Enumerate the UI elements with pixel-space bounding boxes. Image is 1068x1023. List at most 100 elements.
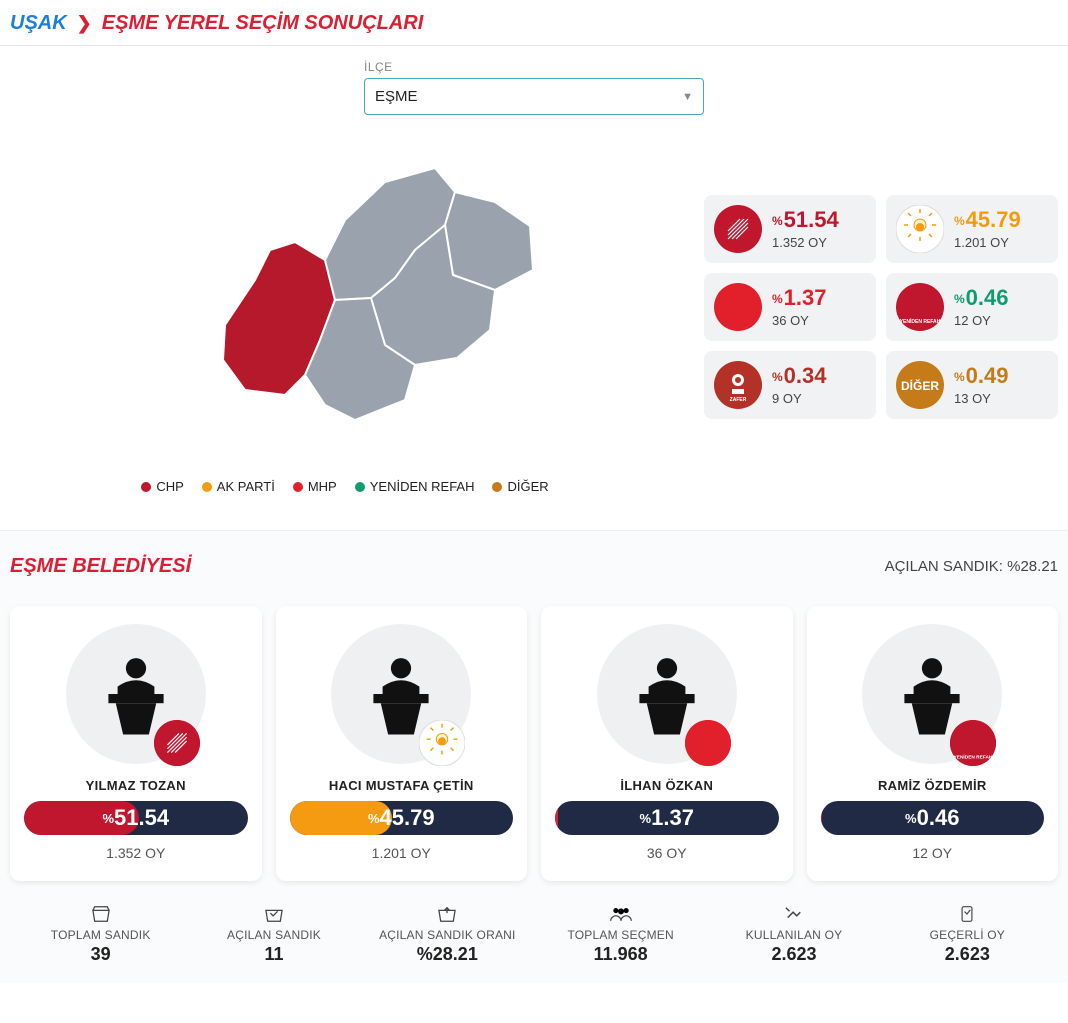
party-percent: %0.49 bbox=[954, 365, 1009, 387]
chevron-right-icon: ❯ bbox=[77, 13, 92, 34]
svg-text:YENİDEN REFAH: YENİDEN REFAH bbox=[900, 318, 941, 325]
candidate-party-badge-icon bbox=[685, 720, 731, 766]
candidate-percent-bar: %1.37 bbox=[555, 801, 779, 835]
legend-dot-icon bbox=[355, 482, 365, 492]
candidate-votes: 36 OY bbox=[647, 845, 687, 861]
stat-value: 39 bbox=[14, 944, 187, 965]
party-logo-icon: YENİDEN REFAH bbox=[896, 283, 944, 331]
party-result-card[interactable]: ZAFER %0.34 9 OY bbox=[704, 351, 876, 419]
map-legend: CHP AK PARTİ MHP YENİDEN REFAH DİĞER bbox=[141, 479, 548, 494]
candidate-card[interactable]: İLHAN ÖZKAN %1.37 36 OY bbox=[541, 606, 793, 881]
candidate-percent-bar: %51.54 bbox=[24, 801, 248, 835]
breadcrumb-province[interactable]: UŞAK bbox=[10, 12, 67, 35]
page-title: EŞME YEREL SEÇİM SONUÇLARI bbox=[102, 12, 424, 35]
stat-cell: AÇILAN SANDIK 11 bbox=[187, 903, 360, 965]
party-votes: 13 OY bbox=[954, 391, 1009, 406]
stat-label: TOPLAM SEÇMEN bbox=[534, 928, 707, 942]
party-results-grid: %51.54 1.352 OY %45.79 1.201 OY %1.37 bbox=[704, 195, 1058, 419]
party-result-card[interactable]: DİĞER %0.49 13 OY bbox=[886, 351, 1058, 419]
legend-item: CHP bbox=[141, 479, 183, 494]
stat-label: AÇILAN SANDIK ORANI bbox=[361, 928, 534, 942]
candidate-name: HACI MUSTAFA ÇETİN bbox=[329, 778, 474, 793]
candidate-votes: 1.201 OY bbox=[372, 845, 431, 861]
legend-label: MHP bbox=[308, 479, 337, 494]
party-votes: 36 OY bbox=[772, 313, 827, 328]
candidate-card[interactable]: HACI MUSTAFA ÇETİN %45.79 1.201 OY bbox=[276, 606, 528, 881]
candidate-party-badge-icon bbox=[419, 720, 465, 766]
stat-value: %28.21 bbox=[361, 944, 534, 965]
breadcrumb: UŞAK ❯ EŞME YEREL SEÇİM SONUÇLARI bbox=[0, 0, 1068, 46]
party-logo-icon bbox=[896, 205, 944, 253]
party-percent: %0.34 bbox=[772, 365, 827, 387]
party-percent: %45.79 bbox=[954, 209, 1021, 231]
legend-dot-icon bbox=[293, 482, 303, 492]
stat-cell: AÇILAN SANDIK ORANI %28.21 bbox=[361, 903, 534, 965]
svg-text:ZAFER: ZAFER bbox=[730, 397, 747, 403]
party-logo-icon bbox=[714, 283, 762, 331]
legend-label: YENİDEN REFAH bbox=[370, 479, 475, 494]
candidate-card[interactable]: YILMAZ TOZAN %51.54 1.352 OY bbox=[10, 606, 262, 881]
candidate-party-badge-icon bbox=[154, 720, 200, 766]
stat-icon bbox=[881, 903, 1054, 925]
district-map[interactable] bbox=[135, 145, 555, 465]
stat-value: 11 bbox=[187, 944, 360, 965]
stat-value: 2.623 bbox=[881, 944, 1054, 965]
legend-label: AK PARTİ bbox=[217, 479, 275, 494]
candidate-percent-bar: %45.79 bbox=[290, 801, 514, 835]
map-region[interactable] bbox=[445, 192, 533, 290]
ballot-stats-row: TOPLAM SANDIK 39 AÇILAN SANDIK 11 AÇILAN… bbox=[10, 903, 1058, 973]
municipality-title: EŞME BELEDİYESİ bbox=[10, 555, 191, 578]
legend-item: MHP bbox=[293, 479, 337, 494]
party-votes: 1.201 OY bbox=[954, 235, 1021, 250]
opened-ballot-summary: AÇILAN SANDIK: %28.21 bbox=[885, 558, 1058, 575]
stat-icon bbox=[14, 903, 187, 925]
party-percent: %1.37 bbox=[772, 287, 827, 309]
legend-dot-icon bbox=[492, 482, 502, 492]
district-select[interactable]: EŞME ▼ bbox=[364, 78, 704, 115]
party-logo-icon: ZAFER bbox=[714, 361, 762, 409]
district-select-label: İLÇE bbox=[364, 60, 704, 74]
candidates-grid: YILMAZ TOZAN %51.54 1.352 OY HACI MUSTAF… bbox=[10, 606, 1058, 881]
stat-cell: TOPLAM SANDIK 39 bbox=[14, 903, 187, 965]
stat-cell: TOPLAM SEÇMEN 11.968 bbox=[534, 903, 707, 965]
legend-item: YENİDEN REFAH bbox=[355, 479, 475, 494]
candidate-name: YILMAZ TOZAN bbox=[86, 778, 186, 793]
party-result-card[interactable]: %45.79 1.201 OY bbox=[886, 195, 1058, 263]
stat-label: KULLANILAN OY bbox=[707, 928, 880, 942]
district-select-value: EŞME bbox=[375, 88, 418, 105]
svg-text:YENİDEN REFAH: YENİDEN REFAH bbox=[954, 753, 993, 760]
stat-icon bbox=[361, 903, 534, 925]
legend-label: DİĞER bbox=[507, 479, 548, 494]
party-votes: 1.352 OY bbox=[772, 235, 839, 250]
stat-cell: KULLANILAN OY 2.623 bbox=[707, 903, 880, 965]
legend-item: AK PARTİ bbox=[202, 479, 275, 494]
candidate-votes: 1.352 OY bbox=[106, 845, 165, 861]
party-percent: %51.54 bbox=[772, 209, 839, 231]
candidate-avatar: YENİDEN REFAH bbox=[862, 624, 1002, 764]
party-votes: 12 OY bbox=[954, 313, 1009, 328]
stat-label: TOPLAM SANDIK bbox=[14, 928, 187, 942]
party-percent: %0.46 bbox=[954, 287, 1009, 309]
chevron-down-icon: ▼ bbox=[682, 91, 693, 103]
legend-label: CHP bbox=[156, 479, 183, 494]
legend-dot-icon bbox=[141, 482, 151, 492]
party-logo-icon: DİĞER bbox=[896, 361, 944, 409]
stat-icon bbox=[707, 903, 880, 925]
candidate-card[interactable]: YENİDEN REFAH RAMİZ ÖZDEMİR %0.46 12 OY bbox=[807, 606, 1059, 881]
legend-dot-icon bbox=[202, 482, 212, 492]
party-logo-icon bbox=[714, 205, 762, 253]
candidate-party-badge-icon: YENİDEN REFAH bbox=[950, 720, 996, 766]
stat-icon bbox=[534, 903, 707, 925]
candidate-name: İLHAN ÖZKAN bbox=[620, 778, 713, 793]
legend-item: DİĞER bbox=[492, 479, 548, 494]
candidate-avatar bbox=[331, 624, 471, 764]
party-result-card[interactable]: %1.37 36 OY bbox=[704, 273, 876, 341]
party-votes: 9 OY bbox=[772, 391, 827, 406]
candidate-votes: 12 OY bbox=[912, 845, 952, 861]
stat-icon bbox=[187, 903, 360, 925]
candidate-name: RAMİZ ÖZDEMİR bbox=[878, 778, 987, 793]
svg-text:DİĞER: DİĞER bbox=[901, 378, 939, 393]
stat-value: 11.968 bbox=[534, 944, 707, 965]
party-result-card[interactable]: %51.54 1.352 OY bbox=[704, 195, 876, 263]
party-result-card[interactable]: YENİDEN REFAH %0.46 12 OY bbox=[886, 273, 1058, 341]
